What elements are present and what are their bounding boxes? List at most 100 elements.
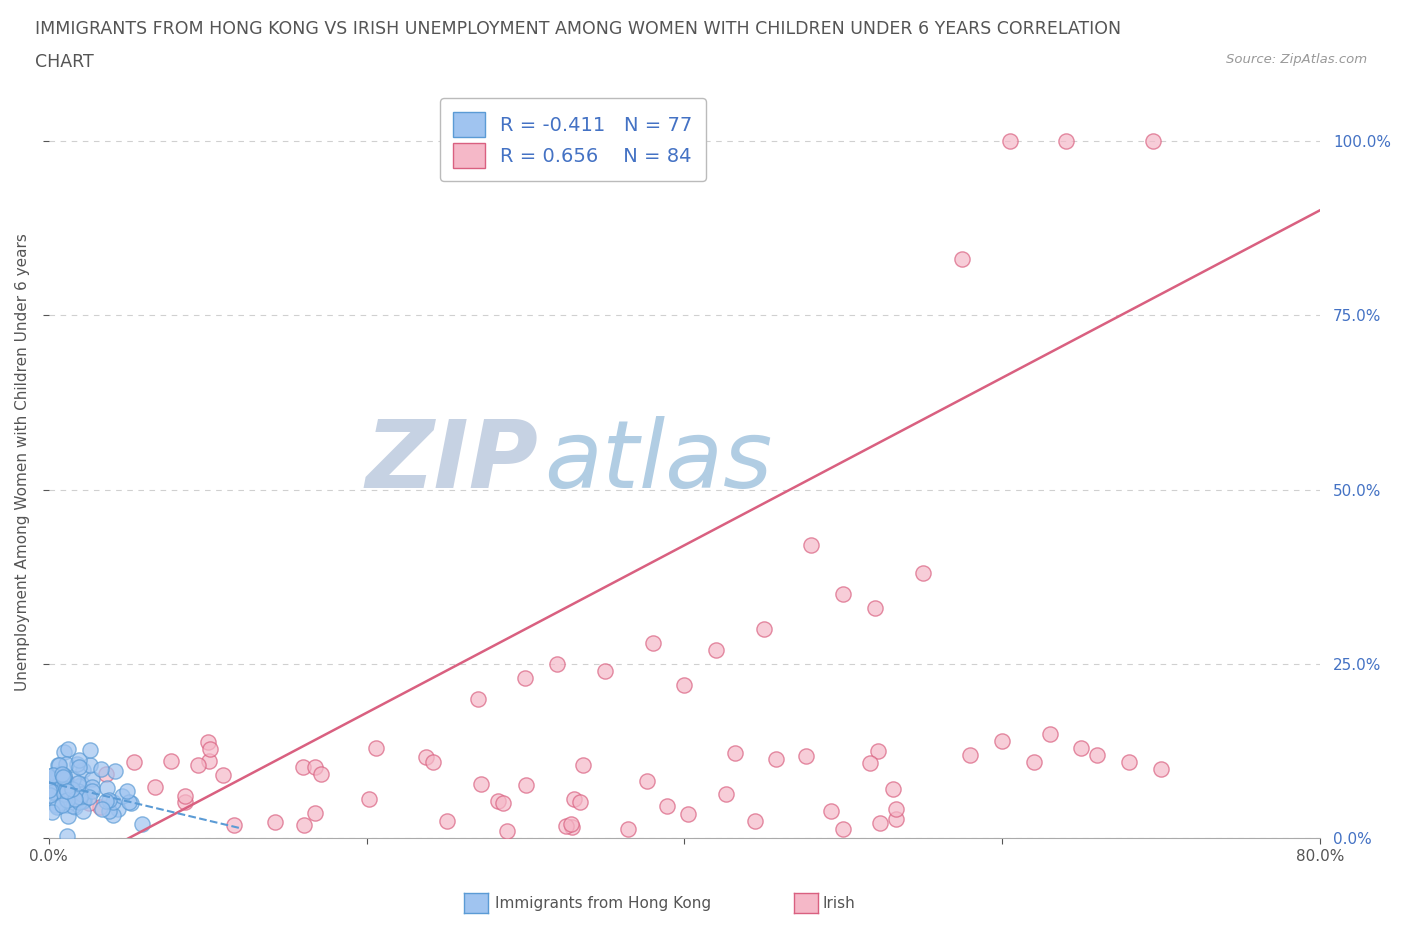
Point <box>60 781 83 796</box>
Text: IMMIGRANTS FROM HONG KONG VS IRISH UNEMPLOYMENT AMONG WOMEN WITH CHILDREN UNDER : IMMIGRANTS FROM HONG KONG VS IRISH UNEMP… <box>35 20 1121 38</box>
Point <box>198 754 221 769</box>
Point <box>72 787 94 802</box>
Point <box>56 809 79 824</box>
Point <box>46 800 69 815</box>
Point <box>66 757 89 772</box>
Point <box>304 759 326 774</box>
Point <box>53 773 76 788</box>
Point <box>641 635 664 650</box>
Point <box>292 760 315 775</box>
Point <box>470 777 492 791</box>
Point <box>869 816 891 830</box>
Point <box>72 763 94 777</box>
Text: atlas: atlas <box>544 416 773 507</box>
Point <box>264 815 287 830</box>
Point <box>65 799 87 814</box>
Point <box>38 782 60 797</box>
Point <box>45 798 67 813</box>
Point <box>224 817 246 832</box>
Point <box>174 794 197 809</box>
Point <box>515 671 537 685</box>
Point <box>1118 754 1140 769</box>
Point <box>197 735 219 750</box>
Point <box>678 806 700 821</box>
Point <box>55 782 77 797</box>
Point <box>562 791 585 806</box>
Point <box>45 768 67 783</box>
Point <box>820 804 842 818</box>
Point <box>107 802 129 817</box>
Point <box>79 790 101 804</box>
Point <box>65 789 87 804</box>
Point <box>765 751 787 766</box>
Point <box>1054 133 1077 148</box>
Point <box>69 790 91 804</box>
Point <box>51 798 73 813</box>
Point <box>884 802 907 817</box>
Point <box>724 746 747 761</box>
Point <box>309 766 332 781</box>
Text: ZIP: ZIP <box>366 416 538 508</box>
Point <box>53 768 76 783</box>
Point <box>145 779 167 794</box>
Point <box>159 754 181 769</box>
Point <box>39 788 62 803</box>
Point <box>46 766 69 781</box>
Point <box>1150 762 1173 777</box>
Text: CHART: CHART <box>35 53 94 71</box>
Point <box>55 756 77 771</box>
Point <box>364 740 387 755</box>
Point <box>832 822 855 837</box>
Point <box>73 792 96 807</box>
Point <box>79 757 101 772</box>
Point <box>62 772 84 787</box>
Point <box>56 741 79 756</box>
Point <box>67 779 90 794</box>
Point <box>187 758 209 773</box>
Point <box>704 643 727 658</box>
Point <box>832 587 855 602</box>
Point <box>52 787 75 802</box>
Point <box>51 767 73 782</box>
Point <box>991 733 1014 748</box>
Point <box>52 769 75 784</box>
Point <box>98 804 121 818</box>
Point <box>859 755 882 770</box>
Point <box>41 804 63 819</box>
Point <box>56 798 79 813</box>
Point <box>67 783 90 798</box>
Point <box>42 767 65 782</box>
Point <box>752 621 775 636</box>
Point <box>1070 740 1092 755</box>
Point <box>89 800 111 815</box>
Point <box>67 760 90 775</box>
Point <box>794 749 817 764</box>
Point <box>48 777 70 791</box>
Point <box>55 777 77 792</box>
Point <box>67 794 90 809</box>
Point <box>67 776 90 790</box>
Point <box>103 807 125 822</box>
Point <box>657 799 679 814</box>
Point <box>80 779 103 794</box>
Point <box>94 766 117 781</box>
Point <box>56 778 79 793</box>
Point <box>714 787 737 802</box>
Point <box>80 783 103 798</box>
Point <box>515 777 537 792</box>
Point <box>1142 133 1164 148</box>
Point <box>55 775 77 790</box>
Point <box>959 747 981 762</box>
Point <box>62 784 84 799</box>
Point <box>174 789 197 804</box>
Point <box>492 795 515 810</box>
Point <box>800 538 823 552</box>
Point <box>636 773 658 788</box>
Point <box>90 762 112 777</box>
Point <box>357 791 380 806</box>
Point <box>111 789 134 804</box>
Point <box>496 823 519 838</box>
Point <box>67 785 90 800</box>
Point <box>118 795 141 810</box>
Point <box>96 793 118 808</box>
